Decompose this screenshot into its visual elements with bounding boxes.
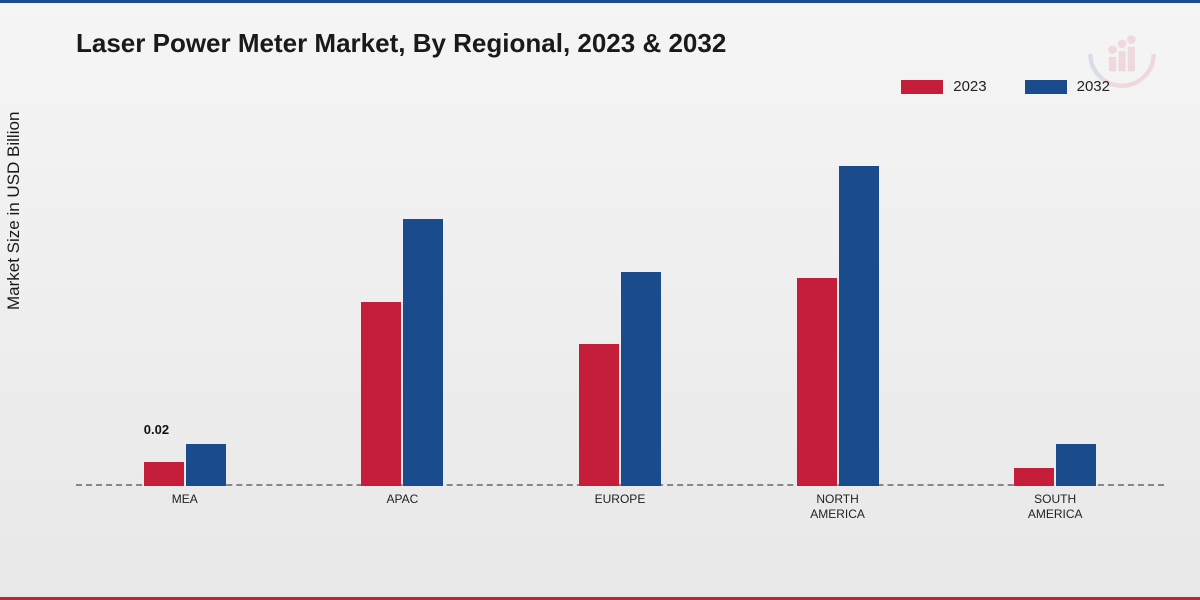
x-axis-label: APAC: [342, 488, 462, 528]
x-axis-labels: MEA APAC EUROPE NORTHAMERICA SOUTHAMERICA: [76, 488, 1164, 528]
bar-group: [797, 166, 879, 486]
y-axis-label: Market Size in USD Billion: [4, 112, 24, 310]
bar: [186, 444, 226, 486]
legend-swatch-2023: [901, 80, 943, 94]
chart-area: 0.02 MEA APAC EUROPE NORTHAMERICA SOUTHAMERI…: [76, 130, 1164, 528]
bar-group: 0.02: [144, 444, 226, 486]
x-axis-label: NORTHAMERICA: [778, 488, 898, 528]
bar-group: [361, 219, 443, 486]
legend-label-2023: 2023: [953, 78, 986, 95]
chart-title: Laser Power Meter Market, By Regional, 2…: [76, 28, 726, 59]
bar: [579, 344, 619, 486]
legend-swatch-2032: [1025, 80, 1067, 94]
top-border: [0, 0, 1200, 3]
bar-group: [1014, 444, 1096, 486]
legend: 2023 2032: [901, 78, 1110, 95]
bars-container: 0.02: [76, 130, 1164, 486]
legend-item-2032: 2032: [1025, 78, 1110, 95]
bar: [1014, 468, 1054, 486]
bar-value-label: 0.02: [144, 422, 169, 437]
x-axis-label: EUROPE: [560, 488, 680, 528]
bar: [839, 166, 879, 486]
legend-item-2023: 2023: [901, 78, 986, 95]
bar: [621, 272, 661, 486]
x-axis-label: SOUTHAMERICA: [995, 488, 1115, 528]
bar: [144, 462, 184, 486]
bar: [797, 278, 837, 486]
x-axis-label: MEA: [125, 488, 245, 528]
bar-group: [579, 272, 661, 486]
bar: [1056, 444, 1096, 486]
bar: [403, 219, 443, 486]
bar: [361, 302, 401, 486]
legend-label-2032: 2032: [1077, 78, 1110, 95]
